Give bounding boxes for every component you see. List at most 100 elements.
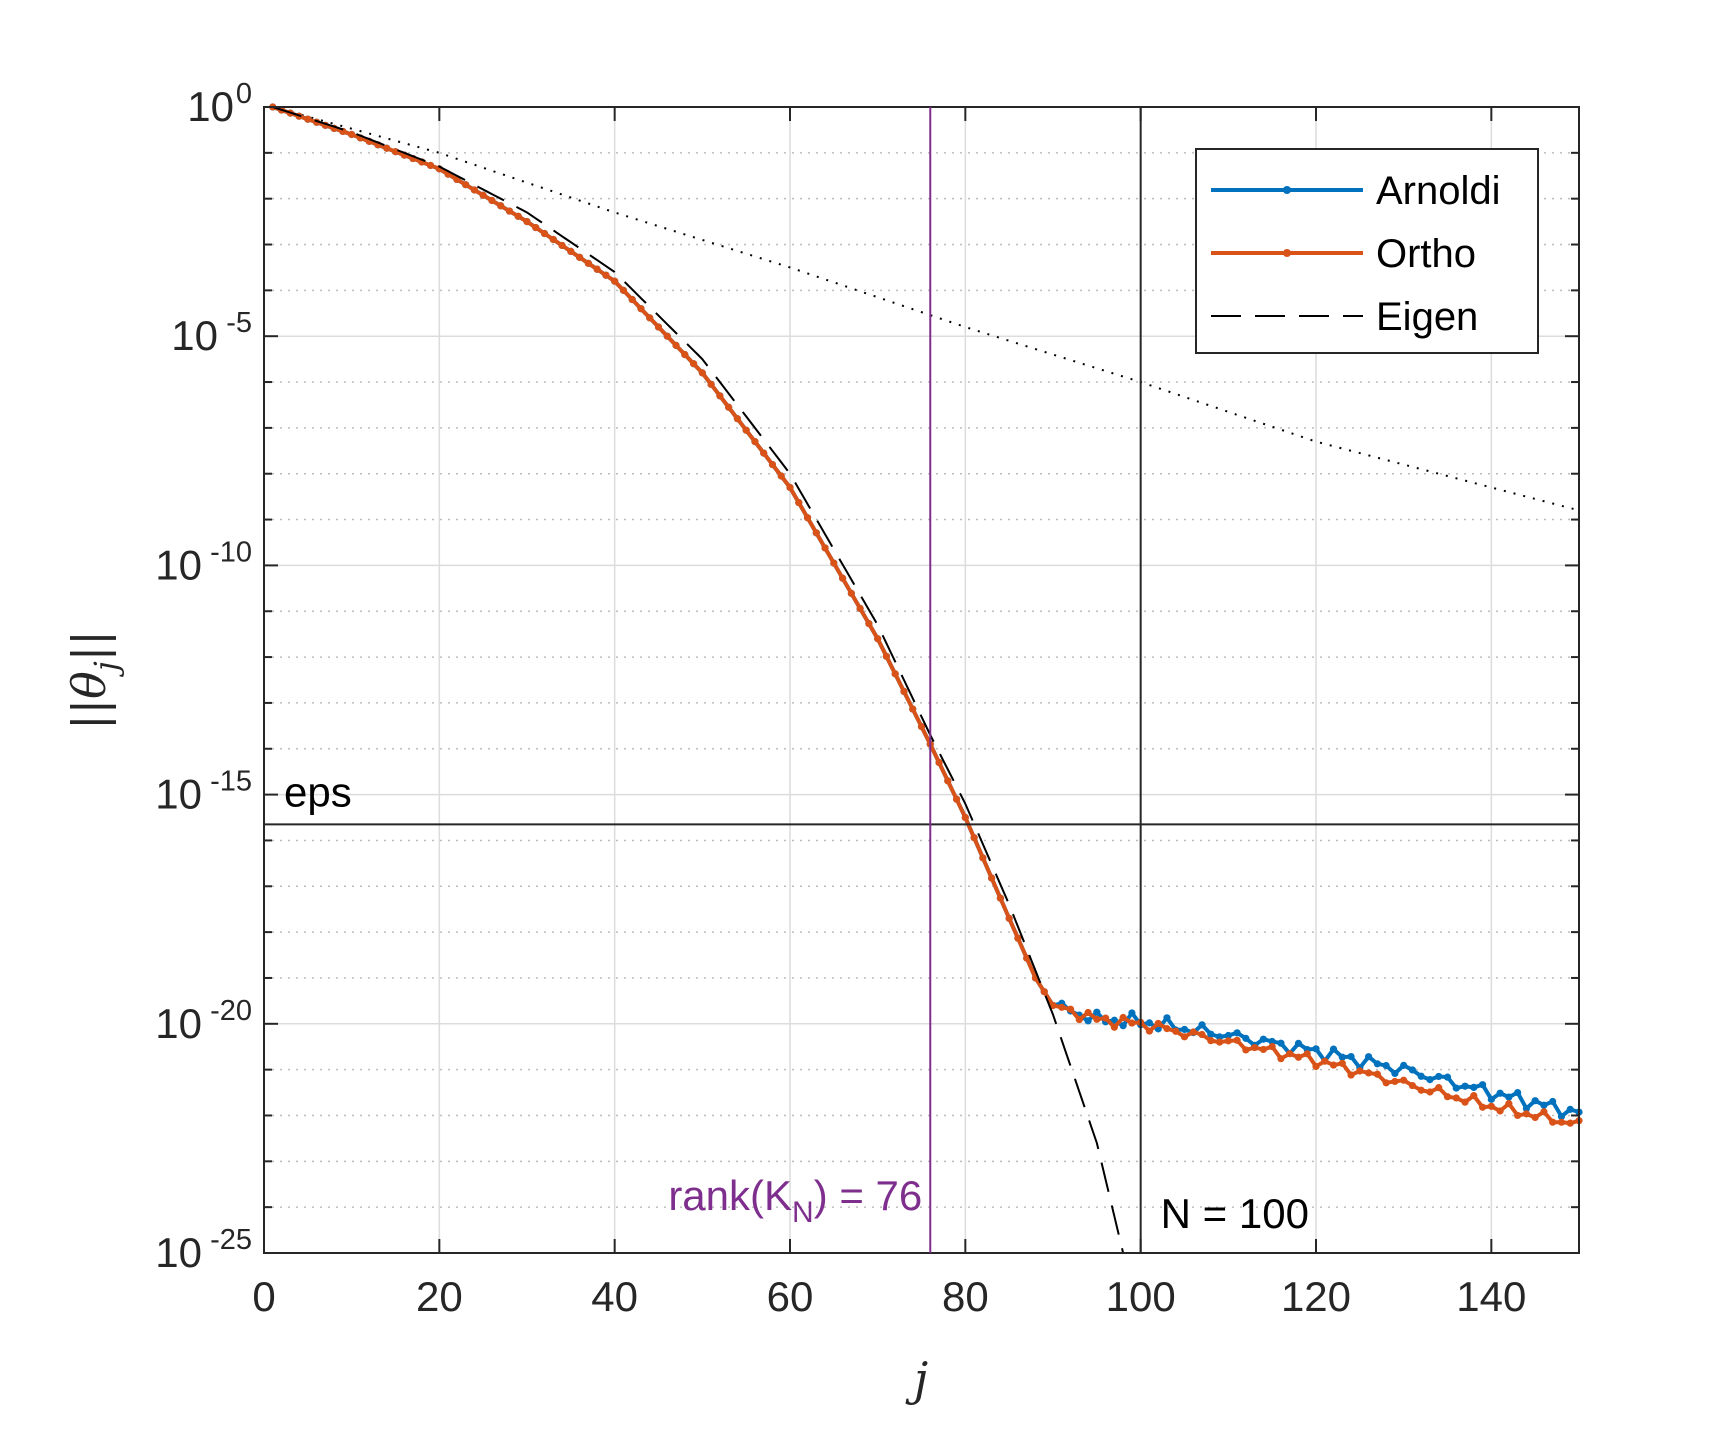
data-point-ortho — [514, 212, 522, 220]
data-point-ortho — [1259, 1045, 1267, 1054]
legend-item-ortho: Ortho — [1211, 232, 1476, 276]
data-point-ortho — [1400, 1076, 1408, 1084]
x-tick-label: 140 — [1456, 1273, 1526, 1320]
data-point-arnoldi — [1443, 1073, 1452, 1081]
y-tick-label-base: 10 — [155, 541, 202, 588]
data-point-ortho — [628, 295, 636, 304]
data-point-arnoldi — [1312, 1045, 1320, 1053]
tick-layer: 0 20 40 60 80 100 120 140010-510-1010-1510-2010… — [155, 78, 1579, 1320]
data-point-arnoldi — [1145, 1019, 1154, 1027]
data-point-ortho — [1154, 1019, 1162, 1028]
data-point-ortho — [1040, 988, 1048, 996]
data-point-arnoldi — [1496, 1089, 1504, 1097]
data-point-ortho — [1075, 1015, 1083, 1024]
data-point-ortho — [1005, 914, 1013, 922]
data-point-ortho — [909, 705, 917, 713]
data-point-ortho — [348, 130, 356, 139]
data-point-ortho — [654, 323, 663, 331]
data-point-arnoldi — [1119, 1022, 1127, 1030]
data-point-ortho — [1470, 1092, 1478, 1100]
data-point-ortho — [1373, 1070, 1381, 1078]
data-point-ortho — [698, 369, 706, 377]
data-point-ortho — [1207, 1037, 1215, 1045]
y-tick-label-exponent: -25 — [210, 1224, 252, 1256]
data-point-ortho — [1417, 1086, 1425, 1094]
y-tick-label-base: 10 — [187, 83, 234, 130]
data-point-ortho — [1294, 1053, 1303, 1061]
legend-label-arnoldi: Arnoldi — [1376, 169, 1501, 213]
data-point-ortho — [1382, 1079, 1390, 1087]
data-point-ortho — [391, 148, 400, 156]
data-point-ortho — [1522, 1110, 1530, 1118]
data-point-ortho — [839, 574, 847, 582]
data-point-ortho — [961, 813, 969, 822]
data-point-ortho — [549, 235, 557, 244]
data-point-arnoldi — [1277, 1039, 1285, 1047]
data-point-arnoldi — [1391, 1069, 1399, 1078]
data-point-ortho — [1478, 1103, 1487, 1111]
data-point-ortho — [567, 247, 575, 255]
data-point-ortho — [1347, 1071, 1355, 1079]
data-point-arnoldi — [1329, 1045, 1338, 1053]
data-point-ortho — [1110, 1023, 1118, 1031]
data-point-arnoldi — [1128, 1009, 1136, 1017]
data-point-ortho — [1049, 1001, 1057, 1010]
data-point-arnoldi — [1233, 1029, 1241, 1037]
data-point-ortho — [795, 498, 803, 507]
data-point-arnoldi — [1408, 1066, 1417, 1074]
data-point-ortho — [619, 286, 628, 294]
data-point-ortho — [777, 472, 785, 480]
data-point-arnoldi — [1382, 1061, 1390, 1070]
data-point-arnoldi — [1531, 1097, 1539, 1105]
data-point-arnoldi — [1514, 1088, 1522, 1097]
data-point-ortho — [742, 426, 750, 434]
data-point-arnoldi — [1242, 1034, 1250, 1042]
data-point-ortho — [470, 186, 478, 194]
data-point-arnoldi — [1084, 1017, 1092, 1025]
data-point-ortho — [1540, 1108, 1548, 1116]
data-point-ortho — [1286, 1050, 1294, 1058]
data-point-arnoldi — [1549, 1097, 1557, 1106]
n-label: N = 100 — [1161, 1190, 1309, 1237]
data-point-ortho — [1338, 1059, 1346, 1067]
series-layer — [269, 103, 1583, 1254]
y-tick-label-base: 10 — [155, 771, 202, 818]
data-point-ortho — [1066, 1005, 1075, 1013]
data-point-ortho — [1312, 1062, 1320, 1071]
data-point-ortho — [646, 314, 654, 322]
data-point-ortho — [602, 271, 610, 279]
data-point-ortho — [1496, 1107, 1504, 1115]
data-point-ortho — [497, 202, 505, 210]
data-point-ortho — [1268, 1043, 1276, 1051]
data-point-arnoldi — [1452, 1084, 1460, 1092]
data-point-arnoldi — [1224, 1031, 1232, 1040]
data-point-arnoldi — [1435, 1072, 1443, 1081]
data-point-arnoldi — [1259, 1035, 1267, 1043]
data-point-ortho — [593, 265, 601, 273]
data-point-ortho — [1391, 1077, 1399, 1086]
data-point-ortho — [812, 529, 820, 537]
data-point-arnoldi — [1215, 1033, 1224, 1041]
data-point-ortho — [532, 223, 540, 232]
data-point-ortho — [637, 305, 645, 313]
data-point-ortho — [1549, 1118, 1557, 1126]
data-point-ortho — [576, 253, 584, 261]
data-point-ortho — [768, 460, 777, 469]
data-point-arnoldi — [1470, 1083, 1478, 1092]
data-point-ortho — [1329, 1061, 1338, 1069]
data-point-ortho — [900, 687, 908, 696]
data-point-ortho — [891, 670, 899, 678]
y-axis-label-open: || — [62, 699, 116, 730]
data-point-ortho — [996, 894, 1005, 902]
x-tick-label: 100 — [1106, 1273, 1176, 1320]
data-point-ortho — [426, 161, 435, 170]
data-point-ortho — [1180, 1033, 1189, 1041]
data-point-ortho — [1408, 1081, 1417, 1090]
data-point-ortho — [707, 380, 715, 388]
data-point-ortho — [505, 207, 514, 215]
data-point-arnoldi — [1487, 1095, 1495, 1103]
data-point-ortho — [821, 544, 829, 552]
data-point-ortho — [672, 341, 680, 349]
data-point-arnoldi — [1338, 1053, 1346, 1061]
data-point-ortho — [1215, 1038, 1224, 1046]
